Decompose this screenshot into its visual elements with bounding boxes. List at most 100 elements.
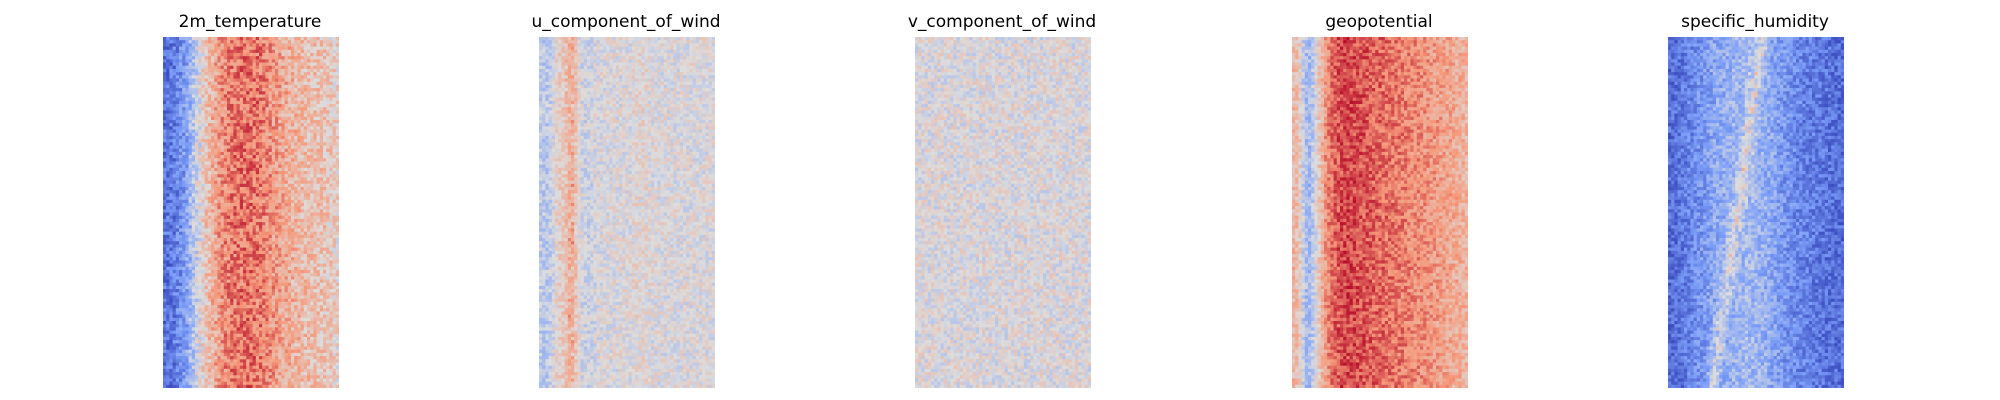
heatmap-cell — [223, 139, 228, 143]
heatmap-cell — [204, 320, 209, 325]
heatmap-cell — [163, 94, 167, 99]
heatmap-cell — [185, 381, 189, 386]
heatmap-cell — [281, 378, 285, 383]
heatmap-cell — [207, 97, 212, 102]
heatmap-cell — [230, 340, 234, 344]
heatmap-cell — [163, 250, 167, 255]
heatmap-cell — [166, 314, 170, 319]
heatmap-cell — [198, 209, 202, 213]
heatmap-cell — [182, 241, 186, 245]
heatmap-cell — [201, 365, 205, 370]
heatmap-cell — [255, 56, 260, 60]
heatmap-cell — [166, 180, 170, 185]
heatmap-cell — [198, 333, 202, 338]
heatmap-2m-temperature — [163, 37, 339, 388]
heatmap-cell — [252, 46, 257, 51]
heatmap-cell — [262, 372, 266, 376]
heatmap-cell — [182, 263, 186, 268]
heatmap-cell — [294, 257, 298, 261]
heatmap-cell — [188, 148, 193, 153]
heatmap-cell — [185, 119, 189, 124]
heatmap-cell — [169, 320, 173, 325]
heatmap-cell — [195, 107, 199, 111]
heatmap-cell — [303, 110, 308, 114]
heatmap-cell — [211, 139, 215, 143]
heatmap-cell — [236, 308, 241, 312]
heatmap-cell — [255, 62, 260, 67]
heatmap-cell — [239, 161, 244, 166]
heatmap-cell — [303, 228, 308, 233]
heatmap-cell — [191, 186, 196, 191]
heatmap-cell — [287, 139, 292, 143]
heatmap-cell — [201, 100, 205, 105]
heatmap-cell — [191, 356, 196, 360]
heatmap-cell — [236, 340, 241, 344]
heatmap-cell — [284, 384, 289, 388]
heatmap-cell — [243, 231, 247, 236]
heatmap-cell — [281, 320, 285, 325]
heatmap-cell — [230, 171, 234, 175]
heatmap-cell — [204, 324, 209, 328]
heatmap-cell — [259, 139, 263, 143]
heatmap-cell — [220, 196, 225, 201]
heatmap-cell — [214, 244, 218, 248]
heatmap-cell — [246, 218, 250, 223]
heatmap-cell — [227, 148, 231, 153]
heatmap-cell — [255, 368, 260, 373]
heatmap-cell — [249, 126, 253, 130]
heatmap-cell — [233, 158, 237, 162]
heatmap-cell — [284, 305, 289, 309]
heatmap-cell — [297, 123, 301, 127]
heatmap-cell — [291, 305, 295, 309]
heatmap-cell — [259, 311, 263, 316]
heatmap-cell — [252, 273, 257, 277]
heatmap-cell — [291, 238, 295, 242]
heatmap-cell — [195, 164, 199, 169]
heatmap-cell — [227, 199, 231, 204]
heatmap-cell — [243, 59, 247, 63]
heatmap-cell — [191, 301, 196, 306]
heatmap-cell — [201, 142, 205, 146]
heatmap-cell — [198, 282, 202, 287]
heatmap-cell — [246, 100, 250, 105]
heatmap-cell — [294, 231, 298, 236]
heatmap-cell — [163, 234, 167, 239]
heatmap-cell — [255, 135, 260, 140]
heatmap-cell — [207, 349, 212, 354]
heatmap-cell — [198, 384, 202, 388]
heatmap-cell — [255, 298, 260, 303]
heatmap-cell — [217, 289, 221, 293]
heatmap-cell — [300, 94, 305, 99]
heatmap-cell — [268, 37, 273, 41]
heatmap-cell — [252, 59, 257, 63]
heatmap-cell — [294, 59, 298, 63]
heatmap-cell — [201, 177, 205, 181]
heatmap-cell — [271, 238, 276, 242]
heatmap-cell — [191, 104, 196, 108]
heatmap-cell — [163, 298, 167, 303]
heatmap-cell — [303, 199, 308, 204]
heatmap-cell — [252, 231, 257, 236]
heatmap-cell — [182, 84, 186, 89]
heatmap-cell — [227, 72, 231, 76]
heatmap-cell — [166, 94, 170, 99]
heatmap-cell — [275, 40, 279, 44]
heatmap-cell — [204, 333, 209, 338]
heatmap-cell — [303, 174, 308, 178]
heatmap-cell — [249, 308, 253, 312]
heatmap-cell — [275, 340, 279, 344]
heatmap-cell — [182, 228, 186, 233]
heatmap-cell — [185, 253, 189, 258]
heatmap-cell — [265, 167, 269, 172]
heatmap-cell — [233, 336, 237, 341]
heatmap-cell — [211, 158, 215, 162]
heatmap-cell — [297, 381, 301, 386]
heatmap-cell — [201, 110, 205, 114]
heatmap-cell — [259, 62, 263, 67]
heatmap-cell — [188, 206, 193, 210]
heatmap-cell — [163, 126, 167, 130]
heatmap-cell — [291, 190, 295, 194]
heatmap-cell — [214, 279, 218, 284]
heatmap-cell — [211, 276, 215, 280]
heatmap-cell — [259, 336, 263, 341]
